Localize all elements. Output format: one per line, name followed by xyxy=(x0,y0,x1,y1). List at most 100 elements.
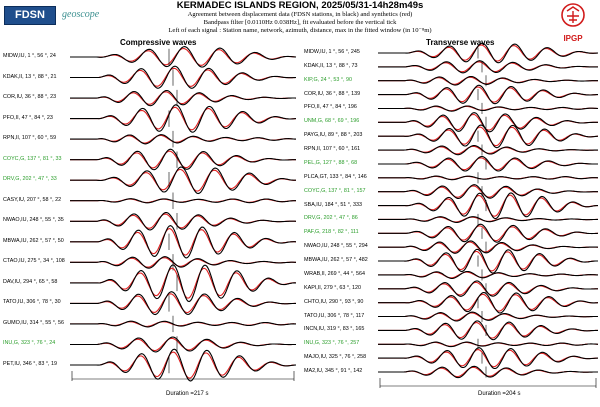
compressive-data-trace xyxy=(70,148,296,171)
transverse-data-trace xyxy=(378,341,599,348)
transverse-station-label: RPN,II, 107 °, 60 °, 161 xyxy=(304,146,361,153)
compressive-station-label: MBWA,IU, 262 °, 57 °, 50 xyxy=(3,237,64,244)
transverse-station-label: MA2,IU, 345 °, 91 °, 142 xyxy=(304,368,363,374)
compressive-duration-label: Duration =217 s xyxy=(166,391,209,397)
transverse-data-trace xyxy=(378,155,598,172)
compressive-station-label: PFO,II, 47 °, 84 °, 23 xyxy=(3,114,53,121)
compressive-station-label: COYC,G, 137 °, 81 °, 33 xyxy=(3,155,62,162)
compressive-data-trace xyxy=(70,134,296,145)
ipgp-logo: IPGP xyxy=(556,2,590,43)
transverse-station-label: MIDW,IU, 1 °, 56 °, 245 xyxy=(304,49,360,55)
transverse-data-trace xyxy=(378,184,598,199)
figure-header: KERMADEC ISLANDS REGION, 2025/05/31-14h2… xyxy=(150,0,450,35)
compressive-data-trace xyxy=(70,211,297,231)
compressive-station-label: DRV,G, 202 °, 47 °, 33 xyxy=(3,176,57,183)
compressive-station-label: CTAO,IU, 275 °, 34 °, 108 xyxy=(3,258,65,265)
compressive-station-label: INU,G, 323 °, 76 °, 24 xyxy=(3,340,56,347)
transverse-station-label: DRV,G, 202 °, 47 °, 86 xyxy=(304,215,358,222)
transverse-station-label: KAPI,II, 279 °, 63 °, 120 xyxy=(304,284,362,291)
compressive-station-label: MIDW,IU, 1 °, 56 °, 24 xyxy=(3,53,56,59)
transverse-station-label: COR,IU, 36 °, 88 °, 139 xyxy=(304,90,361,97)
compressive-station-label: CASY,IU, 207 °, 58 °, 22 xyxy=(3,196,62,203)
transverse-station-label: SBA,IU, 184 °, 51 °, 333 xyxy=(304,201,362,208)
transverse-data-trace xyxy=(378,280,598,297)
compressive-data-trace xyxy=(70,198,296,204)
transverse-station-label: KDAK,II, 13 °, 88 °, 73 xyxy=(304,62,358,69)
compressive-synthetic-trace xyxy=(70,106,297,131)
transverse-data-trace xyxy=(378,84,598,105)
transverse-data-trace xyxy=(378,311,598,322)
compressive-data-trace xyxy=(70,65,297,89)
ipgp-logo-text: IPGP xyxy=(563,34,583,43)
transverse-data-trace xyxy=(378,240,599,254)
transverse-station-label: KIP,G, 24 °, 53 °, 90 xyxy=(304,76,352,83)
transverse-data-trace xyxy=(378,248,598,274)
compressive-data-trace xyxy=(70,89,297,107)
compressive-data-trace xyxy=(70,336,296,353)
transverse-station-label: CHTO,IU, 290 °, 93 °, 90 xyxy=(304,298,364,305)
transverse-data-trace xyxy=(378,192,598,220)
caption-line-1: Agreement between displacement data (FDS… xyxy=(187,11,413,18)
transverse-data-trace xyxy=(378,145,598,156)
compressive-station-label: COR,IU, 36 °, 88 °, 23 xyxy=(3,94,57,101)
fdsn-logo: FDSN xyxy=(4,6,56,25)
compressive-synthetic-trace xyxy=(70,91,297,105)
compressive-data-trace xyxy=(70,348,297,382)
transverse-data-trace xyxy=(378,270,598,280)
transverse-station-label: MAJO,IU, 325 °, 76 °, 258 xyxy=(304,354,367,361)
caption-line-2: Bandpass filter [0.0110Hz 0.038Hz], fit … xyxy=(203,19,397,26)
compressive-panel-title: Compressive waves xyxy=(120,38,197,47)
transverse-station-label: COYC,G, 137 °, 81 °, 157 xyxy=(304,187,366,194)
transverse-station-label: PEL,G, 127 °, 88 °, 68 xyxy=(304,159,358,166)
compressive-data-trace xyxy=(70,104,297,133)
compressive-station-label: PET,IU, 346 °, 83 °, 19 xyxy=(3,361,58,367)
transverse-station-label: PAF,G, 218 °, 82 °, 111 xyxy=(304,229,359,236)
transverse-synthetic-trace xyxy=(378,241,598,253)
compressive-station-label: GUMO,IU, 314 °, 55 °, 56 xyxy=(3,319,64,326)
transverse-data-trace xyxy=(378,105,599,112)
transverse-duration-label: Duration =204 s xyxy=(478,391,521,397)
transverse-data-trace xyxy=(378,292,599,314)
transverse-data-trace xyxy=(378,175,599,181)
compressive-station-label: KDAK,II, 13 °, 88 °, 21 xyxy=(3,73,57,80)
transverse-station-label: INCN,IU, 319 °, 83 °, 165 xyxy=(304,326,365,333)
compressive-data-trace xyxy=(70,224,297,259)
transverse-station-label: UNM,G, 68 °, 69 °, 196 xyxy=(304,118,360,125)
compressive-data-trace xyxy=(70,256,296,269)
transverse-data-trace xyxy=(378,347,599,370)
transverse-synthetic-trace xyxy=(378,225,598,242)
transverse-station-label: TATO,IU, 306 °, 78 °, 117 xyxy=(304,312,365,319)
transverse-station-label: NWAO,IU, 248 °, 55 °, 294 xyxy=(304,243,368,250)
transverse-station-label: WRAB,II, 269 °, 44 °, 564 xyxy=(304,270,365,277)
compressive-synthetic-trace xyxy=(70,257,296,268)
figure-title: KERMADEC ISLANDS REGION, 2025/05/31-14h2… xyxy=(176,0,424,11)
compressive-station-label: NWAO,IU, 248 °, 55 °, 35 xyxy=(3,217,64,224)
compressive-synthetic-trace xyxy=(70,337,296,352)
compressive-data-trace xyxy=(70,320,296,328)
transverse-data-trace xyxy=(378,60,598,74)
caption-line-3: Left of each signal : Station name, netw… xyxy=(168,27,432,34)
compressive-data-trace xyxy=(70,166,296,195)
compressive-data-trace xyxy=(70,46,297,68)
compressive-synthetic-trace xyxy=(70,267,297,299)
transverse-data-trace xyxy=(378,320,598,341)
transverse-data-trace xyxy=(378,216,598,223)
transverse-station-label: PFO,II, 47 °, 84 °, 196 xyxy=(304,104,357,111)
compressive-station-label: DAV,IU, 294 °, 65 °, 58 xyxy=(3,278,58,285)
transverse-data-trace xyxy=(378,223,599,243)
transverse-data-trace xyxy=(378,124,599,149)
geoscope-logo: geoscope xyxy=(62,9,100,20)
transverse-station-label: MBWA,IU, 262 °, 57 °, 482 xyxy=(304,257,368,264)
transverse-panel-title: Transverse waves xyxy=(426,38,495,47)
transverse-data-trace xyxy=(378,75,598,86)
transverse-data-trace xyxy=(378,365,598,379)
transverse-data-trace xyxy=(378,42,599,64)
transverse-synthetic-trace xyxy=(378,76,598,85)
transverse-synthetic-trace xyxy=(378,113,598,131)
compressive-data-trace xyxy=(70,264,297,303)
compressive-data-trace xyxy=(70,291,296,316)
transverse-station-label: PLCA,GT, 133 °, 84 °, 146 xyxy=(304,173,367,180)
transverse-synthetic-trace xyxy=(378,157,598,171)
transverse-synthetic-trace xyxy=(378,86,598,103)
